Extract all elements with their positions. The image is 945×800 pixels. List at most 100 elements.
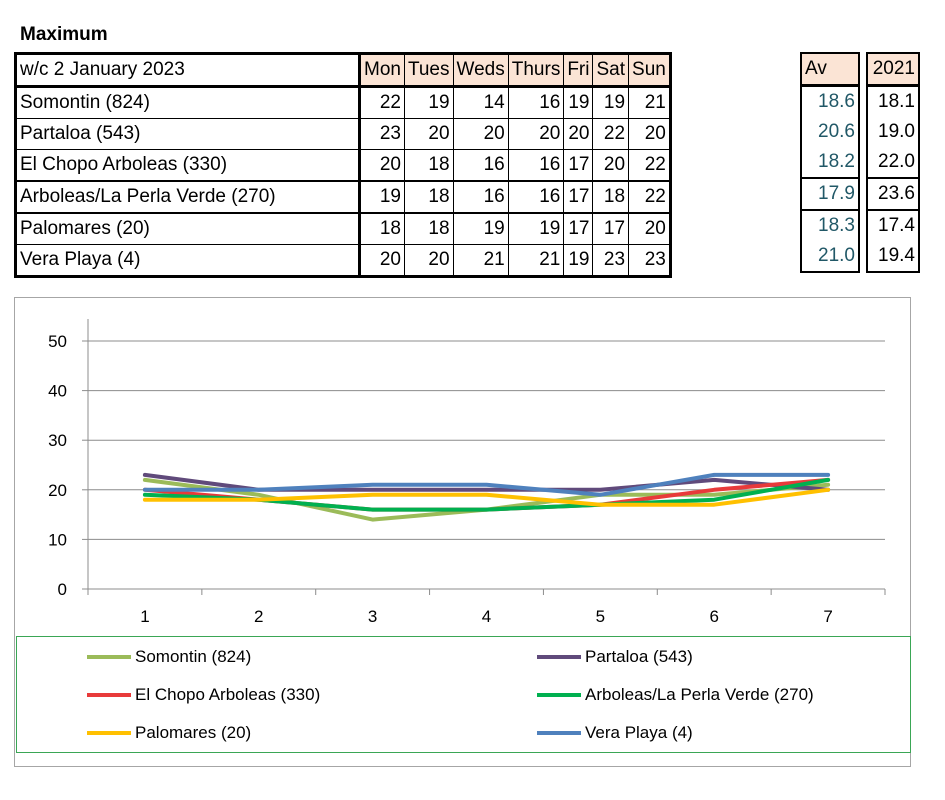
table-row: Arboleas/La Perla Verde (270) 19 18 16 16 17 1…	[15, 180, 671, 214]
location-name: Vera Playa (4)	[15, 244, 361, 277]
location-name: El Chopo Arboleas (330)	[15, 149, 361, 182]
temperature-cell: 20	[403, 244, 454, 277]
temperature-cell: 17	[563, 180, 594, 214]
y-tick-label: 10	[48, 530, 67, 549]
day-header: Thurs	[507, 53, 565, 88]
average-cell: 21.0	[818, 245, 855, 266]
temperature-cell: 19	[452, 212, 509, 245]
legend-label: Vera Playa (4)	[585, 723, 693, 742]
legend-swatch	[537, 693, 581, 697]
temperature-cell: 19	[359, 180, 405, 214]
location-name: Arboleas/La Perla Verde (270)	[15, 180, 361, 214]
year-header: 2021	[867, 53, 919, 87]
temperature-cell: 23	[592, 244, 630, 277]
legend-item: Palomares (20)	[87, 723, 251, 743]
y-tick-label: 50	[48, 332, 67, 351]
average-cell: 18.2	[801, 147, 859, 179]
temperature-cell: 23	[628, 244, 671, 277]
x-tick-label: 7	[823, 607, 832, 626]
y-tick-label: 30	[48, 431, 67, 450]
x-tick-label: 3	[368, 607, 377, 626]
year-cell: 17.4	[878, 215, 915, 236]
y-tick-label: 40	[48, 382, 67, 401]
temperature-cell: 18	[359, 212, 405, 245]
x-tick-label: 1	[140, 607, 149, 626]
temperature-cell: 23	[359, 118, 405, 150]
chart-legend: Somontin (824) Partaloa (543) El Chopo Arb…	[16, 636, 911, 753]
average-header: Av	[801, 53, 859, 87]
y-tick-label: 20	[48, 481, 67, 500]
table-row: Somontin (824) 22 19 14 16 19 19 21	[15, 86, 671, 119]
week-label: w/c 2 January 2023	[15, 53, 361, 88]
temperature-cell: 21	[507, 244, 565, 277]
legend-swatch	[87, 655, 131, 659]
legend-label: Palomares (20)	[135, 723, 252, 742]
temperature-cell: 16	[452, 180, 509, 214]
temperature-cell: 14	[452, 86, 509, 119]
legend-swatch	[537, 655, 581, 659]
legend-item: Somontin (824)	[87, 647, 251, 667]
location-name: Somontin (824)	[15, 86, 361, 119]
legend-swatch	[87, 731, 131, 735]
location-name: Palomares (20)	[15, 212, 361, 245]
temperature-cell: 16	[452, 149, 509, 182]
location-name: Partaloa (543)	[15, 118, 361, 150]
temperature-cell: 19	[563, 244, 594, 277]
temperature-cell: 20	[563, 118, 594, 150]
average-cell: 18.3	[818, 215, 855, 236]
table-row: Partaloa (543) 23 20 20 20 20 22 20	[15, 118, 671, 150]
table-header-row: w/c 2 January 2023 Mon Tues Weds Thurs F…	[15, 53, 671, 88]
temperature-cell: 19	[403, 86, 454, 119]
day-header: Tues	[403, 53, 454, 88]
legend-label: El Chopo Arboleas (330)	[135, 685, 321, 704]
day-header: Sun	[628, 53, 671, 88]
x-tick-label: 5	[596, 607, 605, 626]
series-line	[142, 472, 831, 497]
temperature-cell: 22	[592, 118, 630, 150]
series-line	[142, 487, 831, 507]
legend-label: Arboleas/La Perla Verde (270)	[585, 685, 814, 704]
legend-item: Vera Playa (4)	[537, 723, 693, 743]
average-cell: 18.6	[818, 91, 855, 112]
temperature-cell: 16	[507, 149, 565, 182]
legend-label: Somontin (824)	[135, 647, 252, 666]
year-cell: 23.6	[867, 178, 919, 211]
x-tick-label: 6	[709, 607, 718, 626]
temperature-cell: 17	[592, 212, 630, 245]
temperature-cell: 18	[592, 180, 630, 214]
legend-swatch	[87, 693, 131, 697]
temperature-cell: 16	[507, 180, 565, 214]
average-cell: 20.6	[818, 121, 855, 142]
temperature-cell: 18	[403, 149, 454, 182]
legend-swatch	[537, 731, 581, 735]
day-header: Fri	[563, 53, 594, 88]
average-cell: 17.9	[801, 178, 859, 211]
temperature-cell: 17	[563, 149, 594, 182]
temperature-cell: 21	[452, 244, 509, 277]
temperature-cell: 20	[359, 244, 405, 277]
day-header: Mon	[359, 53, 405, 88]
year-cell: 22.0	[867, 147, 919, 179]
x-tick-label: 4	[482, 607, 491, 626]
temperature-cell: 20	[359, 149, 405, 182]
x-tick-label: 2	[254, 607, 263, 626]
temperature-cell: 20	[507, 118, 565, 150]
temperature-cell: 20	[452, 118, 509, 150]
temperature-cell: 20	[592, 149, 630, 182]
table-row: Vera Playa (4) 20 20 21 21 19 23 23	[15, 244, 671, 277]
temperature-cell: 22	[628, 180, 671, 214]
temperature-cell: 16	[507, 86, 565, 119]
legend-label: Partaloa (543)	[585, 647, 693, 666]
temperature-cell: 17	[563, 212, 594, 245]
day-header: Weds	[452, 53, 509, 88]
day-header: Sat	[592, 53, 630, 88]
year-table: 2021 18.1 19.0 22.0 23.6 17.4 19.4	[866, 52, 920, 273]
table-row: El Chopo Arboleas (330) 20 18 16 16 17 20 22	[15, 149, 671, 182]
temperature-table: w/c 2 January 2023 Mon Tues Weds Thurs F…	[14, 52, 672, 278]
page-title: Maximum	[20, 24, 108, 45]
y-tick-label: 0	[58, 580, 67, 599]
temperature-cell: 20	[628, 118, 671, 150]
year-cell: 19.0	[878, 121, 915, 142]
year-cell: 19.4	[878, 245, 915, 266]
